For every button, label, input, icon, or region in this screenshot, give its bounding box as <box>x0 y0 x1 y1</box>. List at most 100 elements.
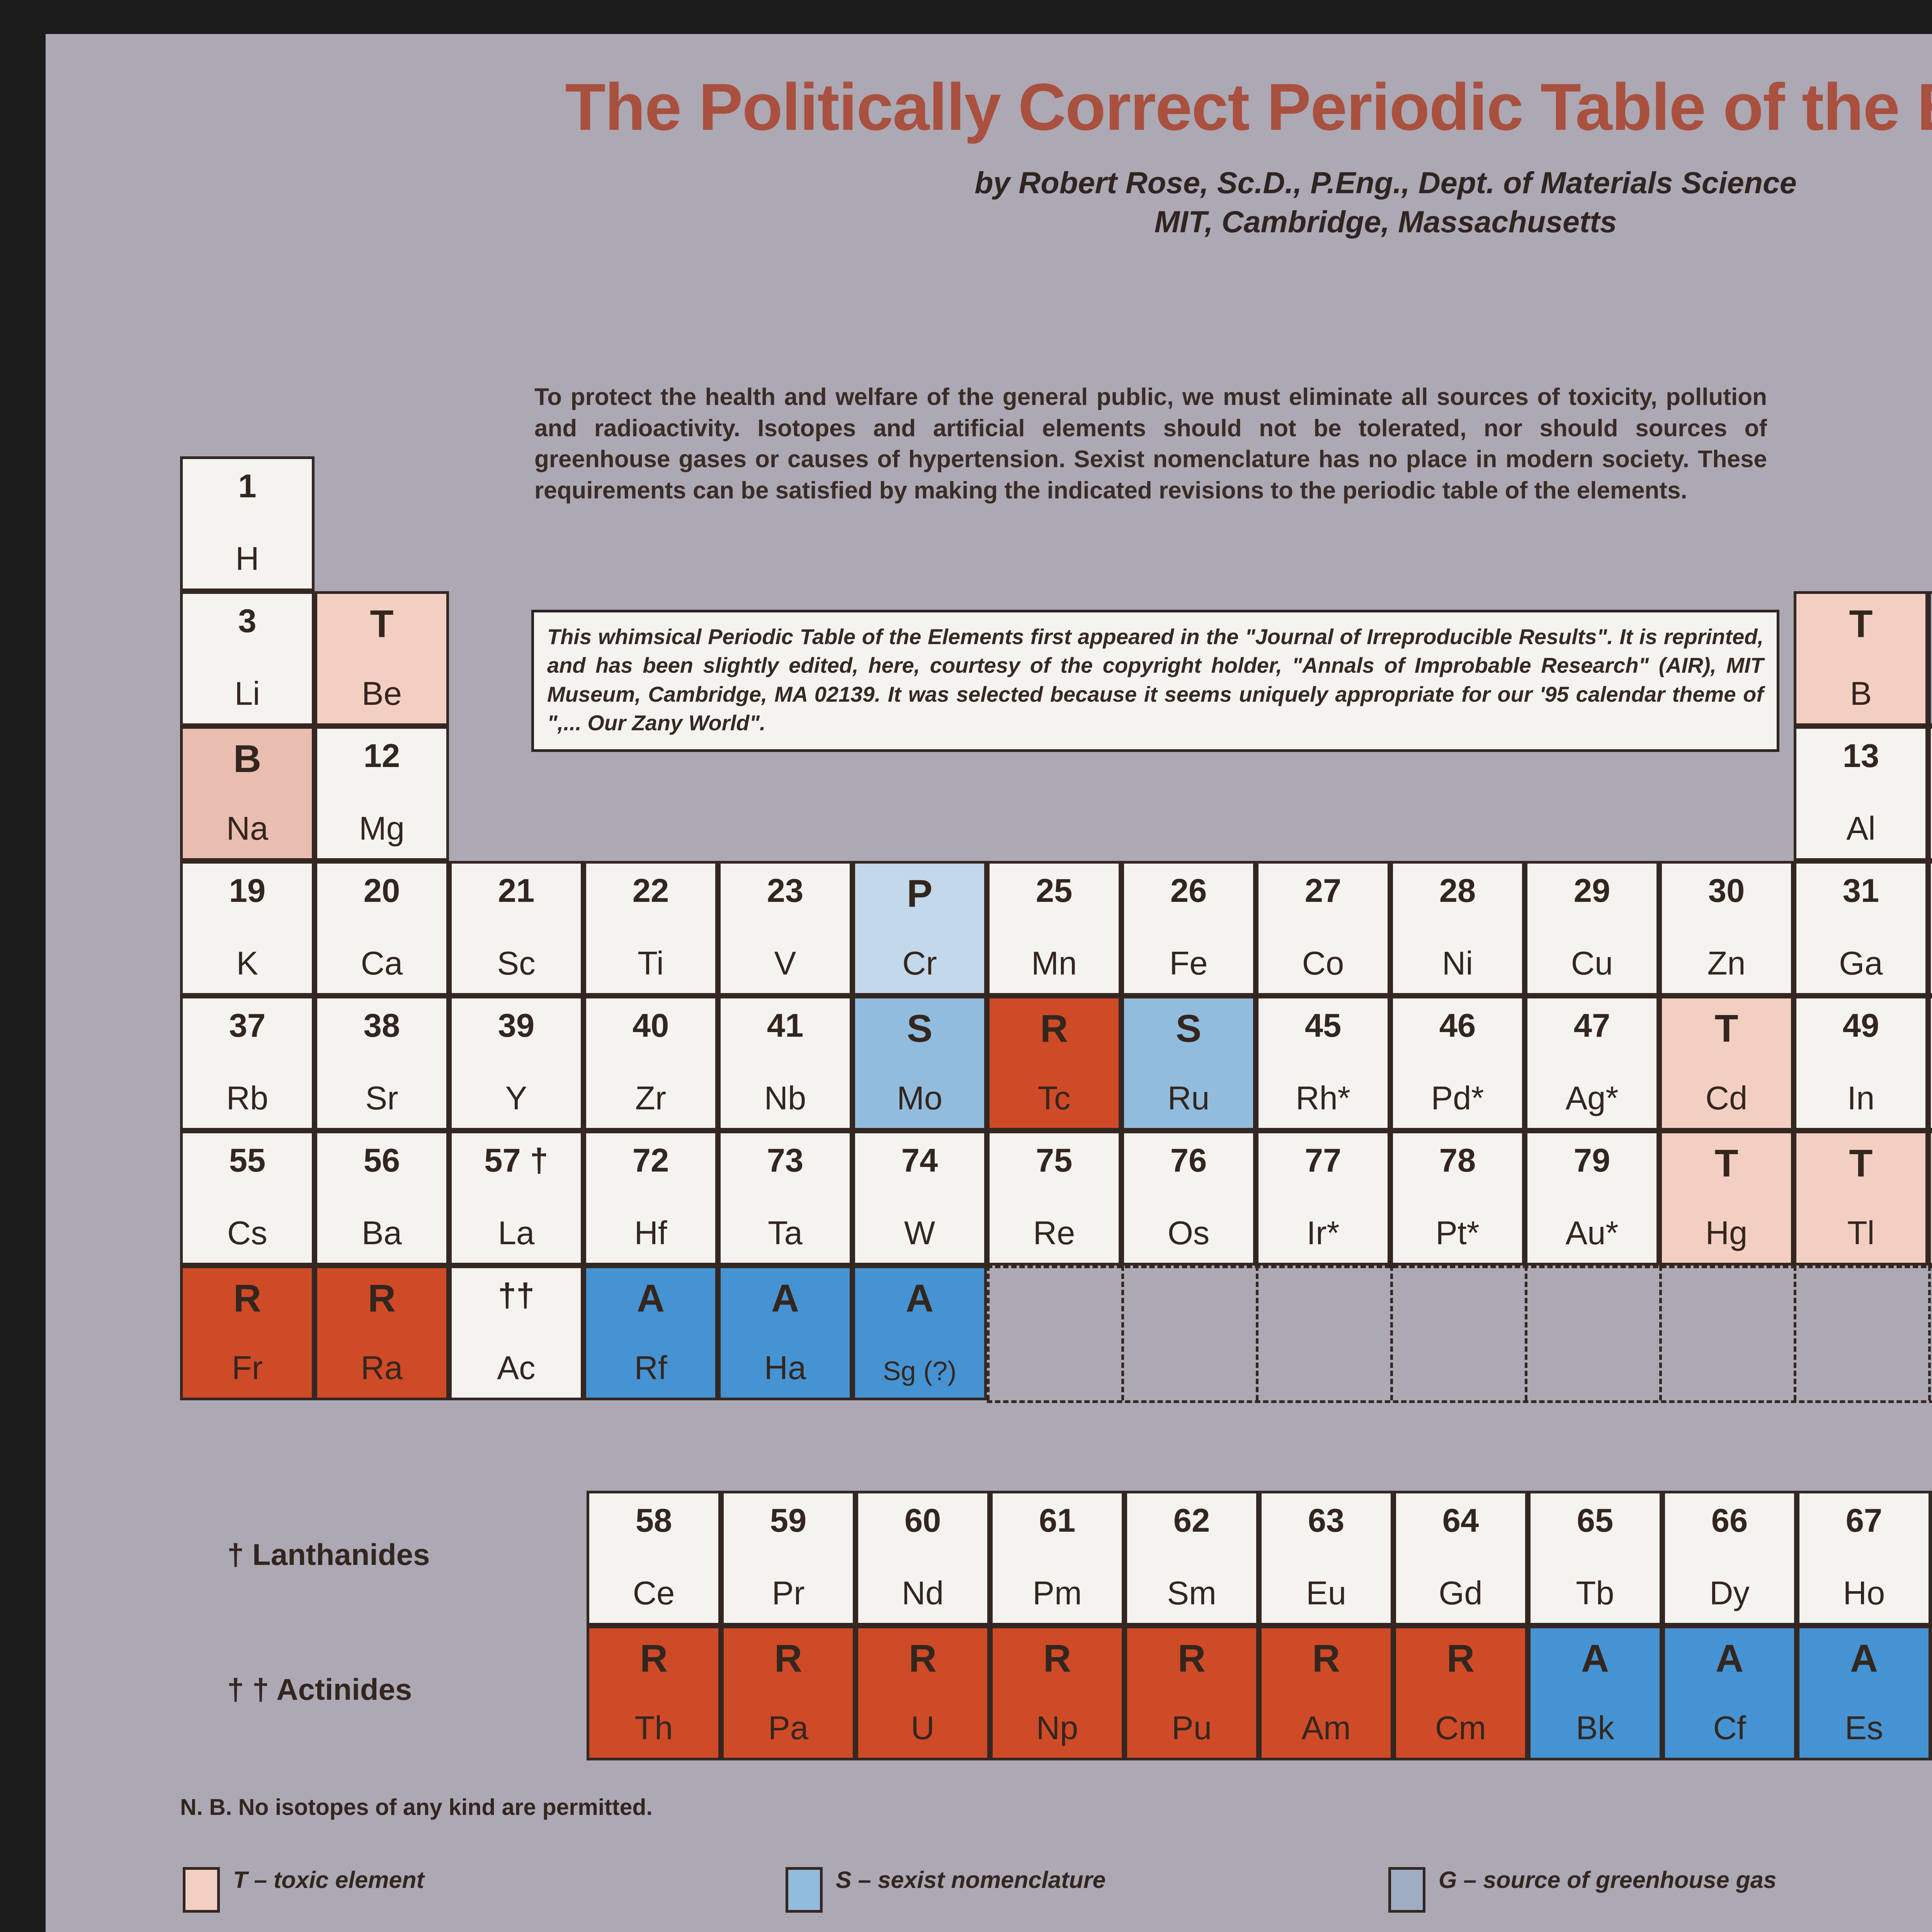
element-cell-Es[interactable]: A Es <box>1797 1626 1931 1760</box>
element-cell-Cf[interactable]: A Cf <box>1662 1626 1797 1760</box>
element-indicator: R <box>233 1277 262 1320</box>
element-cell-Ho[interactable]: 67 Ho <box>1797 1491 1931 1626</box>
element-cell-Rf[interactable]: A Rf <box>583 1265 718 1400</box>
element-cell-Pu[interactable]: R Pu <box>1124 1626 1259 1760</box>
element-cell-Pt[interactable]: 78 Pt* <box>1390 1131 1525 1265</box>
element-cell-Nb[interactable]: 41 Nb <box>718 996 852 1131</box>
element-indicator: 61 <box>1039 1502 1076 1539</box>
element-indicator: 62 <box>1173 1502 1210 1539</box>
element-cell-Ru[interactable]: S Ru <box>1121 996 1256 1131</box>
element-cell-W[interactable]: 74 W <box>852 1131 987 1265</box>
element-cell-Ti[interactable]: 22 Ti <box>583 861 718 996</box>
element-cell-La[interactable]: 57 † La <box>449 1131 583 1265</box>
element-cell-Rb[interactable]: 37 Rb <box>180 996 315 1131</box>
element-cell-Si[interactable]: 14Si <box>1928 726 1932 861</box>
empty-slot-bottom-rule <box>987 1400 1932 1403</box>
element-cell-Cu[interactable]: 29 Cu <box>1525 861 1659 996</box>
empty-slot <box>1390 1265 1525 1400</box>
element-cell-Ca[interactable]: 20 Ca <box>315 861 449 996</box>
element-cell-Cd[interactable]: T Cd <box>1659 996 1794 1131</box>
element-cell-Fe[interactable]: 26 Fe <box>1121 861 1256 996</box>
element-cell-Hf[interactable]: 72 Hf <box>583 1131 718 1265</box>
element-cell-Pr[interactable]: 59 Pr <box>721 1491 855 1626</box>
element-cell-Sg[interactable]: A Sg (?) <box>852 1265 987 1400</box>
element-indicator: 29 <box>1573 872 1611 909</box>
element-cell-Ir[interactable]: 77 Ir* <box>1256 1131 1390 1265</box>
element-cell-Ac[interactable]: †† Ac <box>449 1265 583 1400</box>
element-cell-Fr[interactable]: R Fr <box>180 1265 315 1400</box>
element-cell-Zr[interactable]: 40 Zr <box>583 996 718 1131</box>
element-cell-Ce[interactable]: 58 Ce <box>587 1491 721 1626</box>
element-cell-Na[interactable]: B Na <box>180 726 315 861</box>
element-cell-Ag[interactable]: 47 Ag* <box>1525 996 1659 1131</box>
element-indicator: T <box>370 602 394 646</box>
element-cell-Be[interactable]: T Be <box>315 591 449 726</box>
element-indicator: 28 <box>1439 872 1476 909</box>
element-cell-Np[interactable]: R Np <box>990 1626 1124 1760</box>
element-cell-Zn[interactable]: 30 Zn <box>1659 861 1794 996</box>
element-cell-Al[interactable]: 13 Al <box>1794 726 1928 861</box>
element-indicator: R <box>1043 1637 1071 1680</box>
element-cell-Mo[interactable]: S Mo <box>852 996 987 1131</box>
element-cell-Pm[interactable]: 61 Pm <box>990 1491 1124 1626</box>
element-indicator: 39 <box>498 1007 535 1044</box>
element-cell-Ha[interactable]: A Ha <box>718 1265 852 1400</box>
element-symbol: Pu <box>1172 1710 1212 1747</box>
element-indicator: A <box>1581 1637 1609 1680</box>
element-cell-Co[interactable]: 27 Co <box>1256 861 1390 996</box>
element-indicator: 45 <box>1304 1007 1342 1044</box>
element-symbol: Nd <box>901 1575 944 1612</box>
element-symbol: K <box>236 945 259 982</box>
element-cell-Tb[interactable]: 65 Tb <box>1528 1491 1662 1626</box>
element-cell-Pa[interactable]: R Pa <box>721 1626 855 1760</box>
element-cell-Am[interactable]: R Am <box>1259 1626 1393 1760</box>
element-cell-Mg[interactable]: 12 Mg <box>315 726 449 861</box>
element-cell-Rh[interactable]: 45 Rh* <box>1256 996 1390 1131</box>
element-cell-Nd[interactable]: 60 Nd <box>855 1491 990 1626</box>
element-cell-Th[interactable]: R Th <box>587 1626 721 1760</box>
element-cell-Sr[interactable]: 38 Sr <box>315 996 449 1131</box>
element-indicator: R <box>908 1637 937 1680</box>
element-cell-Ge[interactable]: 32Ge <box>1928 861 1932 996</box>
element-cell-Sc[interactable]: 21 Sc <box>449 861 583 996</box>
element-indicator: S <box>906 1007 933 1050</box>
element-cell-Eu[interactable]: 63 Eu <box>1259 1491 1393 1626</box>
element-cell-Ta[interactable]: 73 Ta <box>718 1131 852 1265</box>
element-cell-Sm[interactable]: 62 Sm <box>1124 1491 1259 1626</box>
element-cell-Ga[interactable]: 31 Ga <box>1794 861 1928 996</box>
element-cell-Y[interactable]: 39 Y <box>449 996 583 1131</box>
element-cell-Bk[interactable]: A Bk <box>1528 1626 1662 1760</box>
element-cell-In[interactable]: 49 In <box>1794 996 1928 1131</box>
element-cell-Cs[interactable]: 55 Cs <box>180 1131 315 1265</box>
element-cell-Re[interactable]: 75 Re <box>987 1131 1121 1265</box>
element-indicator: 46 <box>1439 1007 1476 1044</box>
element-cell-Os[interactable]: 76 Os <box>1121 1131 1256 1265</box>
element-cell-Tc[interactable]: R Tc <box>987 996 1121 1131</box>
element-cell-C[interactable]: GC <box>1928 591 1932 726</box>
element-cell-Tl[interactable]: T Tl <box>1794 1131 1928 1265</box>
element-cell-Au[interactable]: 79 Au* <box>1525 1131 1659 1265</box>
element-cell-Cm[interactable]: R Cm <box>1393 1626 1528 1760</box>
element-cell-Pb[interactable]: TPb <box>1928 1131 1932 1265</box>
element-symbol: Mo <box>896 1080 943 1117</box>
element-cell-Ba[interactable]: 56 Ba <box>315 1131 449 1265</box>
element-cell-Li[interactable]: 3 Li <box>180 591 315 726</box>
element-cell-Mn[interactable]: 25 Mn <box>987 861 1121 996</box>
element-cell-V[interactable]: 23 V <box>718 861 852 996</box>
element-cell-Ni[interactable]: 28 Ni <box>1390 861 1525 996</box>
element-cell-Dy[interactable]: 66 Dy <box>1662 1491 1797 1626</box>
element-cell-Cr[interactable]: P Cr <box>852 861 987 996</box>
element-cell-Sn[interactable]: 50Sn <box>1928 996 1932 1131</box>
element-cell-Fm[interactable]: AFm <box>1931 1626 1932 1760</box>
element-indicator: 1 <box>238 468 257 505</box>
element-cell-Pd[interactable]: 46 Pd* <box>1390 996 1525 1131</box>
element-cell-Hg[interactable]: T Hg <box>1659 1131 1794 1265</box>
element-cell-Gd[interactable]: 64 Gd <box>1393 1491 1528 1626</box>
element-cell-K[interactable]: 19 K <box>180 861 315 996</box>
element-cell-Er[interactable]: 68Er <box>1931 1491 1932 1626</box>
element-cell-Ra[interactable]: R Ra <box>315 1265 449 1400</box>
element-symbol: Es <box>1845 1710 1883 1747</box>
